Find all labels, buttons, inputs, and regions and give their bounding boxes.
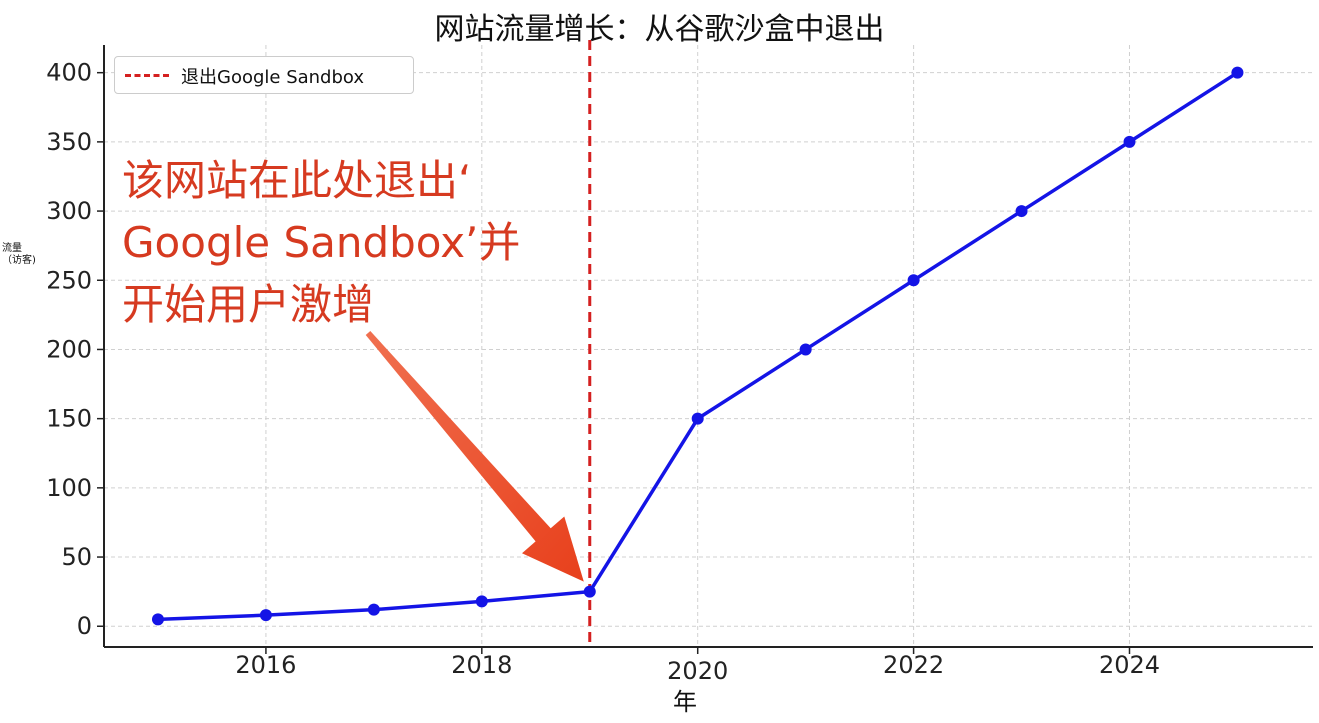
grid-lines [104,45,1313,647]
legend: 退出Google Sandbox [114,56,414,94]
x-tick-label: 2022 [883,651,944,679]
data-point [259,609,272,622]
x-tick-label: 2018 [451,651,512,679]
chart-title: 网站流量增长：从谷歌沙盒中退出 [434,12,885,47]
data-point [583,585,596,598]
annotation-line-2: Google Sandbox’并 [122,218,521,267]
data-point [475,595,488,608]
data-point [1231,66,1244,79]
x-tick-label: 2016 [235,651,296,679]
x-axis-label: 年 [673,688,697,716]
y-tick-label: 300 [46,197,92,225]
y-tick-label: 100 [46,474,92,502]
x-tick-label: 2024 [1099,651,1160,679]
data-point [907,274,920,287]
data-point [1123,135,1136,148]
axes [97,45,1313,654]
data-point [151,613,164,626]
y-tick-label: 400 [46,59,92,87]
y-tick-label: 200 [46,335,92,363]
annotation-arrow [365,331,584,582]
legend-dashed-line-swatch [125,74,169,77]
data-point [799,343,812,356]
data-point [691,412,704,425]
series-layer [151,66,1244,626]
legend-entry-label: 退出Google Sandbox [181,67,365,88]
x-tick-label: 2020 [667,657,728,685]
y-axis-label: 流量（访客) [2,243,36,266]
y-tick-label: 350 [46,128,92,156]
y-tick-label: 250 [46,266,92,294]
data-point [1015,205,1028,218]
annotation-text: 该网站在此处退出‘ Google Sandbox’并 开始用户激增 [122,150,592,336]
y-tick-label: 50 [61,543,92,571]
annotation-line-3: 开始用户激增 [122,280,375,329]
annotation-arrow-layer [365,331,584,582]
data-point [367,603,380,616]
y-tick-label: 150 [46,405,92,433]
annotation-line-1: 该网站在此处退出‘ [122,156,472,205]
tick-labels: 0 50 100 150 200 250 300 350 400 2016 2018 2020 2022… [46,59,1160,685]
y-tick-label: 0 [77,612,92,640]
